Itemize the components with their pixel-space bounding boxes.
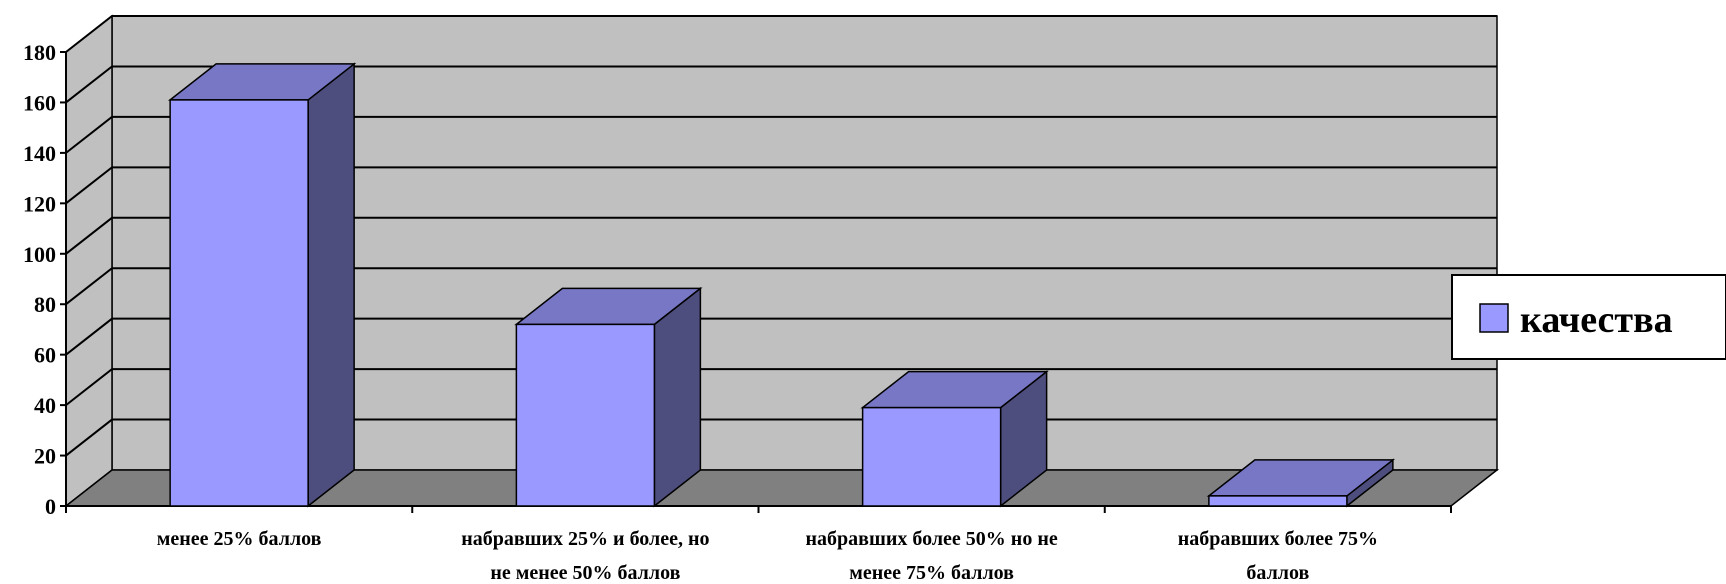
legend-label: качества [1520,299,1673,341]
y-tick-label: 100 [23,242,56,267]
legend-swatch [1479,303,1509,333]
y-tick-label: 20 [34,444,56,469]
bar-front [515,323,656,507]
y-tick-label: 0 [45,494,56,519]
gridline [65,15,1497,53]
x-category-label: набравших более 75% [1178,528,1378,550]
bar [1206,458,1396,508]
x-axis-labels: менее 25% баллов набравших 25% и более, н… [65,506,1452,584]
gridline [65,65,1497,104]
y-axis-ticks: 0 20 40 60 80 100 120 140 160 180 [23,40,66,519]
y-tick-label: 180 [23,40,56,65]
side-wall [65,14,113,508]
y-tick-label: 80 [34,292,56,317]
gridlines [65,15,1497,457]
x-category-label: набравших 25% и более, но [461,528,709,550]
gridline [65,267,1497,306]
bar [860,370,1049,508]
legend: качества [1451,274,1726,360]
bar-front [861,406,1002,507]
x-category-label: набравших более 50% но не [806,528,1058,550]
gridline [65,166,1497,205]
gridline [65,115,1497,154]
bar-side [653,286,702,508]
gridline [65,368,1497,406]
y-tick-label: 40 [34,393,56,418]
y-tick-label: 140 [23,141,56,166]
y-tick-label: 160 [23,90,56,115]
x-category-label: баллов [1246,562,1309,584]
x-category-label: не менее 50% баллов [490,562,680,584]
y-tick-label: 120 [23,191,56,216]
x-category-label: менее 75% баллов [849,562,1014,584]
y-tick-label: 60 [34,343,56,368]
bar-front [169,99,309,507]
gridline [65,216,1497,255]
bar-front [1208,495,1348,507]
bar-side [307,62,355,508]
x-category-label: менее 25% баллов [157,528,322,550]
bar [167,62,357,508]
gridline [65,317,1497,356]
bars [167,62,1396,508]
bar [514,286,703,508]
